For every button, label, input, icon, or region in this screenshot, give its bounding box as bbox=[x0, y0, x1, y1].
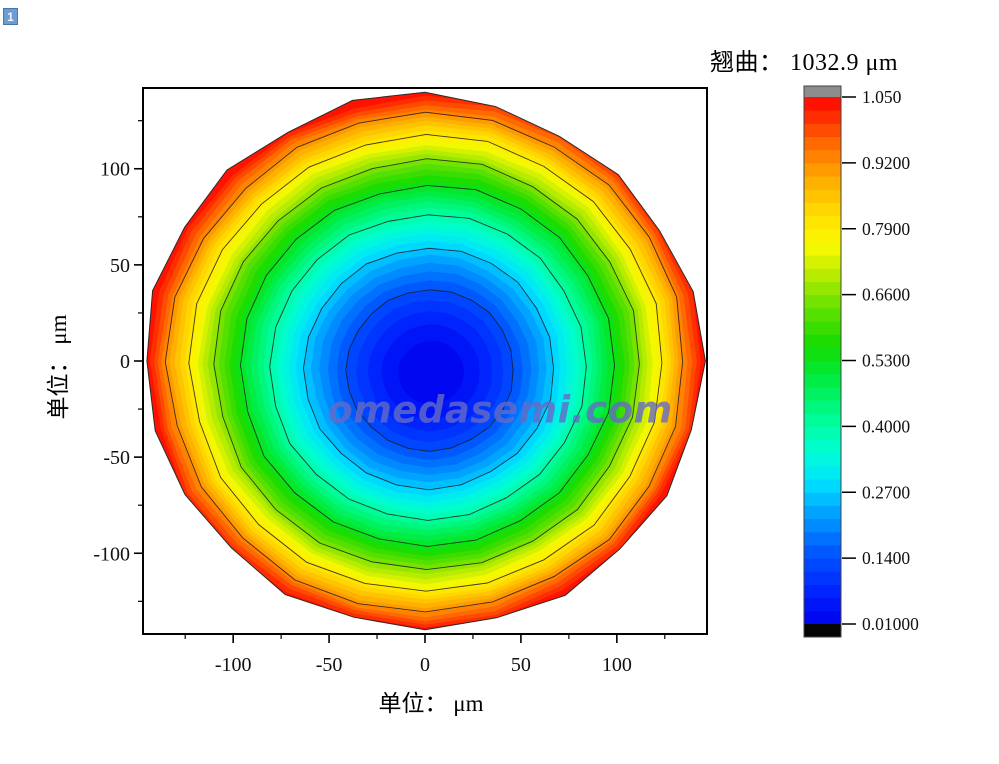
colorbar-band bbox=[804, 479, 841, 493]
colorbar-band bbox=[804, 465, 841, 480]
colorbar-band bbox=[804, 241, 841, 256]
colorbar-band bbox=[804, 426, 841, 441]
colorbar-band bbox=[804, 360, 841, 375]
axis-ticks bbox=[134, 120, 666, 643]
colorbar-band bbox=[804, 492, 841, 506]
colorbar-tick-label: 1.050 bbox=[862, 87, 902, 107]
colorbar-band bbox=[804, 189, 841, 203]
wafer-contour-fill bbox=[146, 92, 706, 630]
contour-lines bbox=[164, 111, 684, 613]
colorbar-band bbox=[804, 268, 841, 282]
colorbar-tick-label: 0.7900 bbox=[862, 219, 910, 239]
colorbar-tick-label: 0.01000 bbox=[862, 614, 919, 634]
x-tick-label: -50 bbox=[316, 654, 343, 676]
y-tick-label: 0 bbox=[120, 351, 130, 373]
colorbar-band bbox=[804, 294, 841, 309]
colorbar-band bbox=[804, 584, 841, 599]
y-axis-title: 单位： μm bbox=[46, 314, 71, 420]
colorbar-band bbox=[804, 320, 841, 335]
y-tick-label: 100 bbox=[100, 159, 130, 181]
colorbar-band bbox=[804, 610, 841, 625]
x-axis-title: 单位： μm bbox=[378, 691, 484, 716]
colorbar-tick-label: 0.5300 bbox=[862, 351, 910, 371]
contour-line bbox=[164, 111, 684, 613]
colorbar-band bbox=[804, 597, 841, 612]
contour-line bbox=[213, 158, 640, 571]
colorbar-tick-label: 0.2700 bbox=[862, 482, 910, 502]
watermark-text: omedasemi.com bbox=[327, 388, 673, 432]
colorbar-band bbox=[804, 452, 841, 467]
colorbar-border bbox=[803, 85, 842, 638]
contour-line bbox=[269, 214, 587, 521]
colorbar-band bbox=[804, 505, 841, 520]
y-tick-label: -50 bbox=[103, 447, 130, 469]
colorbar-band bbox=[804, 334, 841, 348]
x-tick-label: 0 bbox=[420, 654, 430, 676]
colorbar-band bbox=[804, 110, 841, 124]
x-tick-label: 100 bbox=[602, 654, 632, 676]
colorbar-band bbox=[804, 228, 841, 243]
colorbar-band bbox=[804, 123, 841, 138]
x-tick-label: -100 bbox=[215, 654, 252, 676]
colorbar-band bbox=[804, 558, 841, 572]
colorbar-band bbox=[804, 149, 841, 164]
y-tick-label: 50 bbox=[110, 255, 130, 277]
contour-band bbox=[398, 340, 464, 405]
colorbar-band bbox=[804, 97, 841, 111]
x-tick-label: 50 bbox=[511, 654, 531, 676]
colorbar-band bbox=[804, 413, 841, 427]
colorbar-band bbox=[804, 307, 841, 322]
colorbar-band bbox=[804, 400, 841, 414]
colorbar-band bbox=[804, 386, 841, 401]
colorbar-band bbox=[804, 215, 841, 230]
warpage-title: 翘曲： 1032.9 μm bbox=[710, 50, 899, 76]
colorbar-under-cap bbox=[804, 624, 841, 637]
colorbar-tick-label: 0.1400 bbox=[862, 548, 910, 568]
y-tick-label: -100 bbox=[93, 543, 130, 565]
colorbar-band bbox=[804, 202, 841, 217]
colorbar-band bbox=[804, 162, 841, 177]
colorbar-band bbox=[804, 571, 841, 585]
page-number-label: 1 bbox=[7, 9, 14, 24]
page-number-badge[interactable]: 1 bbox=[3, 8, 18, 25]
colorbar-band bbox=[804, 531, 841, 546]
colorbar-tick-label: 0.6600 bbox=[862, 285, 910, 305]
contour-line bbox=[302, 247, 555, 491]
colorbar-tick-label: 0.4000 bbox=[862, 416, 910, 436]
colorbar-band bbox=[804, 544, 841, 559]
y-tick-labels: -100 -50 0 50 100 bbox=[93, 159, 130, 566]
wafer-edge-outline bbox=[146, 91, 706, 631]
colorbar-band bbox=[804, 176, 841, 190]
contour-line bbox=[345, 289, 514, 452]
x-tick-labels: -100 -50 0 50 100 bbox=[215, 654, 632, 676]
colorbar-band bbox=[804, 281, 841, 296]
colorbar-over-cap bbox=[804, 86, 841, 97]
colorbar-band bbox=[804, 136, 841, 151]
colorbar-band bbox=[804, 373, 841, 388]
colorbar-band bbox=[804, 255, 841, 269]
contour-line bbox=[188, 133, 663, 592]
contour-line bbox=[240, 184, 615, 547]
colorbar-band bbox=[804, 439, 841, 454]
colorbar-tick-label: 0.9200 bbox=[862, 153, 910, 173]
colorbar-band bbox=[804, 518, 841, 533]
colorbar: 1.050 0.9200 0.7900 0.6600 0.5300 0.4000 0.270… bbox=[803, 85, 919, 638]
colorbar-band bbox=[804, 347, 841, 361]
